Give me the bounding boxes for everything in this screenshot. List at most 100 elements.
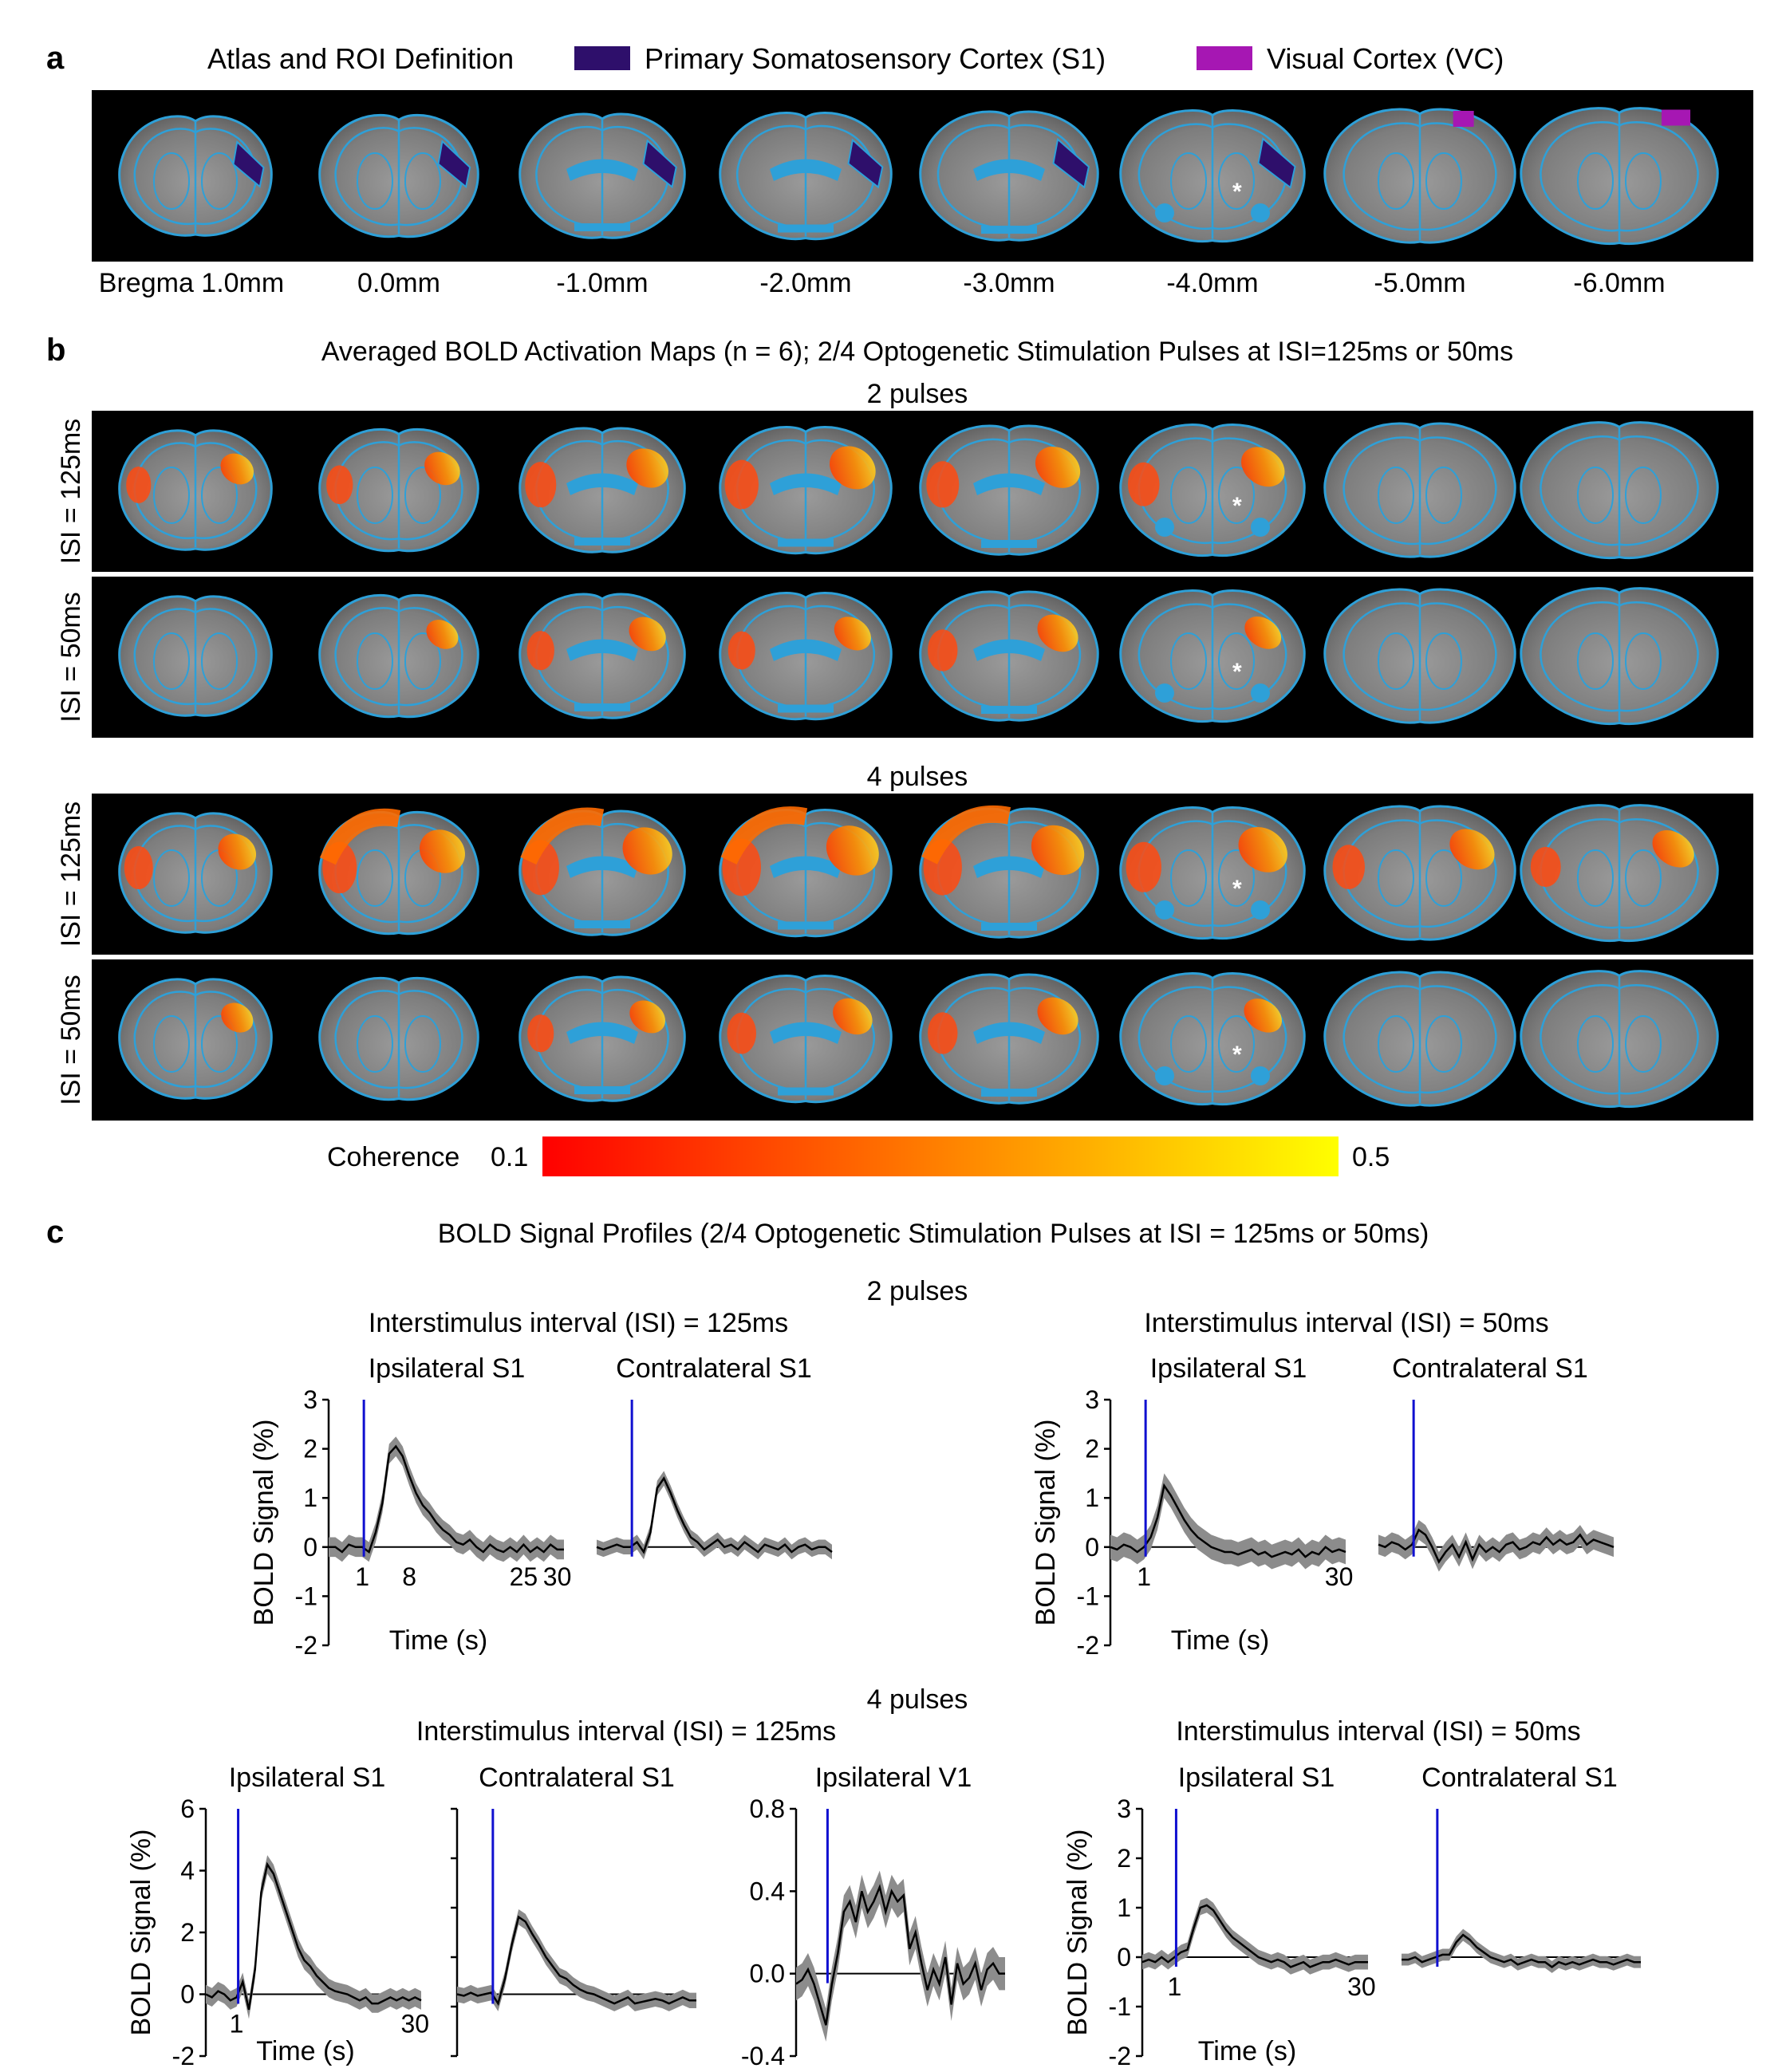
activation-slice-7 [1520,587,1719,726]
x-tick-label: 1 [1168,1972,1182,2001]
left-structure [1577,632,1614,690]
left-blob [1155,900,1174,920]
left-structure [1170,467,1207,524]
activation-blob-contra [126,467,152,503]
y-tick-label: 2 [303,1435,317,1463]
left-structure [357,632,393,690]
commissure [778,224,834,233]
left-structure [1378,632,1414,690]
commissure [778,921,834,930]
commissure [981,1089,1037,1097]
bregma-label: -6.0mm [1573,268,1665,298]
plot-title: Interstimulus interval (ISI) = 125ms [416,1716,836,1747]
row-label: ISI = 125ms [56,419,86,564]
activation-row: ISI = 125ms * [56,411,1753,572]
asterisk: * [1232,493,1242,519]
activation-blob-ipsi [830,446,876,490]
commissure [574,1086,630,1094]
activation-blob-contra [928,1012,958,1054]
right-structure [1625,632,1662,690]
left-structure [1577,849,1614,907]
activation-blob-contra [326,465,353,505]
plot-subtitle: Ipsilateral S1 [1178,1763,1335,1793]
asterisk: * [1232,1042,1242,1068]
right-structure [201,152,238,210]
right-structure [404,152,441,210]
y-tick-label: 0 [1085,1533,1099,1562]
left-structure [1170,152,1207,210]
bregma-label: 0.0mm [357,268,440,298]
activation-arc [720,806,808,865]
right-structure [404,1015,441,1073]
activation-blob-ipsi [1241,447,1285,487]
right-structure [404,632,441,690]
bold-plot-7: Interstimulus interval (ISI) = 50ms Ipsil… [1063,1716,1581,2070]
bold-plot-2: Interstimulus interval (ISI) = 50ms Ipsil… [1031,1308,1549,1660]
s1-roi [1257,136,1296,189]
left-structure [1378,849,1414,907]
activation-arc [319,808,401,865]
x-tick-label: 30 [400,2010,429,2039]
legend-label-vc: Visual Cortex (VC) [1267,42,1504,75]
activation-blob-ipsi [629,1000,665,1034]
ventricle [973,159,1045,181]
s1-roi [847,138,884,189]
commissure [981,226,1037,234]
right-structure [1625,152,1662,210]
atlas-slice-3 [719,112,893,241]
ventricle [770,856,842,878]
atlas-slice-7 [1520,107,1719,246]
x-tick-label: 1 [355,1562,369,1591]
activation-slice-6 [1323,588,1516,724]
y-tick-label: -1 [1109,1992,1131,2021]
left-structure [153,467,190,524]
activation-slice-6 [1323,422,1516,558]
atlas-slice-0 [118,115,273,237]
activation-slice-7 [1520,421,1719,560]
x-tick-label: 30 [1325,1562,1354,1591]
left-blob [1155,683,1174,703]
x-axis-label: Time (s) [1198,2036,1296,2066]
atlas-slice-6 [1323,108,1516,244]
activation-blob-contra [527,1014,554,1053]
s1-roi [232,140,265,188]
panel-c-letter: c [46,1215,64,1250]
ventricle [973,639,1045,661]
y-tick-label: 1 [1117,1893,1131,1922]
activation-rows: ISI = 125ms *ISI = 50ms *ISI = 125ms *ISI =… [56,411,1753,1121]
row-label: ISI = 125ms [56,802,86,947]
right-blob [1251,518,1270,537]
activation-blob-contra [1127,462,1160,506]
legend-label-s1: Primary Somatosensory Cortex (S1) [645,42,1106,75]
y-tick-label: 2 [1085,1435,1099,1463]
left-structure [1378,1015,1414,1073]
activation-blob-contra [727,1012,756,1054]
panel-a: a Atlas and ROI Definition Primary Somat… [46,41,1753,298]
mean-line [329,1444,564,1554]
mean-line [456,1915,696,2007]
atlas-slice-4 [919,110,1099,242]
y-axis-label: BOLD Signal (%) [1063,1830,1093,2036]
bregma-label: -1.0mm [556,268,648,298]
x-axis-label: Time (s) [389,1625,487,1656]
activation-blob-contra [727,631,755,670]
left-structure [153,152,190,210]
right-structure [1425,467,1462,524]
row-label: ISI = 50ms [56,592,86,722]
activation-slice-7 [1520,970,1719,1109]
bregma-labels: Bregma 1.0mm 0.0mm -1.0mm -2.0mm -3.0mm -4.0m… [99,268,1666,298]
y-axis-label: BOLD Signal (%) [249,1420,279,1626]
left-blob [1155,203,1174,223]
bregma-label: -5.0mm [1374,268,1465,298]
ventricle [973,1022,1045,1044]
bregma-label: -2.0mm [759,268,851,298]
x-tick-label: 1 [1137,1562,1151,1591]
commissure [574,703,630,711]
right-structure [1625,849,1662,907]
ventricle [566,639,638,661]
activation-slice-6 [1323,971,1516,1107]
y-axis-label: BOLD Signal (%) [126,1830,156,2036]
bold-plot-0: Interstimulus interval (ISI) = 125ms Ipsi… [249,1308,788,1660]
row-label: ISI = 50ms [56,975,86,1105]
activation-blob-ipsi [1037,997,1078,1035]
